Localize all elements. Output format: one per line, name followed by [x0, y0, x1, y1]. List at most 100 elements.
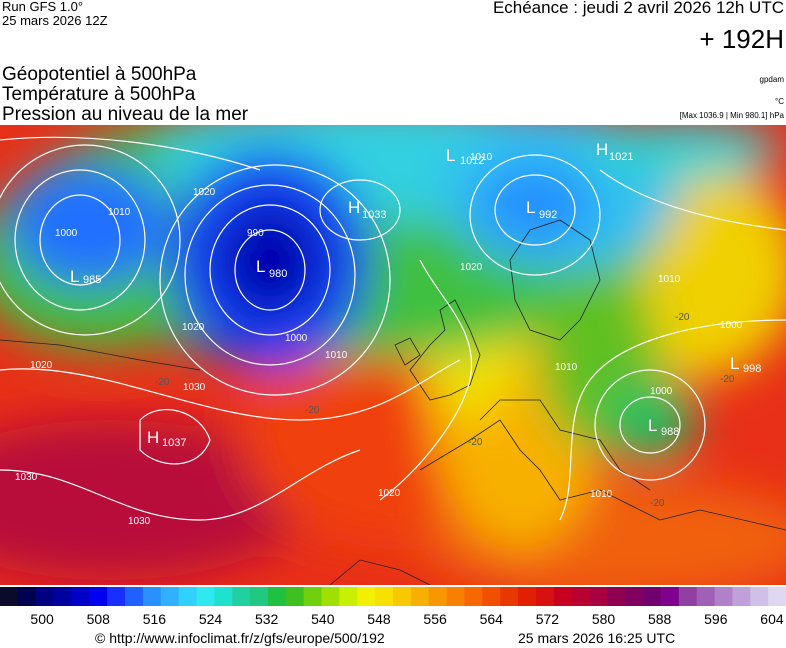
center-value: 1012 — [460, 155, 484, 167]
temperature-label: -20 — [305, 405, 320, 416]
colorbar-swatch — [732, 587, 751, 606]
isobar-label: 1030 — [128, 516, 151, 527]
colorbar-swatch — [267, 587, 287, 606]
center-value: 1033 — [362, 209, 386, 221]
colorbar-tick-label: 588 — [648, 611, 672, 627]
run-label: Run GFS 1.0° — [2, 0, 83, 14]
isobars — [0, 136, 786, 521]
field-name: Pression au niveau de la mer — [2, 104, 249, 125]
colorbar-swatch — [285, 587, 305, 606]
colorbar-swatch — [250, 587, 269, 606]
colorbar-swatch — [678, 587, 698, 606]
unit: °C — [775, 97, 784, 106]
colorbar-swatch — [500, 587, 519, 606]
isobar-label: 1000 — [55, 228, 78, 239]
colorbar-swatch — [589, 587, 608, 606]
isobar-label: 1020 — [182, 322, 205, 333]
temperature-label: -20 — [675, 312, 690, 323]
colorbar-swatch — [53, 587, 72, 606]
coastline — [0, 339, 201, 371]
isobar-label: 1010 — [325, 350, 348, 361]
colorbar-swatch — [107, 587, 126, 606]
run-date: 25 mars 2026 12Z — [2, 13, 108, 28]
coastline — [409, 299, 481, 401]
coastline — [329, 559, 431, 585]
colorbar-swatch — [17, 587, 37, 606]
isobar-label: 1010 — [658, 274, 681, 285]
colorbar-swatch — [196, 587, 215, 606]
unit: gpdam — [760, 75, 785, 84]
colorbar-swatch — [625, 587, 644, 606]
colorbar-tick-label: 572 — [536, 611, 560, 627]
center-letter: L — [648, 416, 657, 435]
isobar-label: 1000 — [285, 333, 308, 344]
isobar-label: 1020 — [378, 488, 401, 499]
temperature-label: -20 — [650, 498, 665, 509]
colorbar-swatch — [643, 587, 662, 606]
center-letter: L — [256, 257, 265, 276]
coastline — [509, 219, 601, 341]
coastline — [394, 337, 421, 366]
colorbar: 500 508 516 524 532 540 548 556 564 572 580 588 596 6… — [0, 587, 786, 627]
colorbar-swatch — [89, 587, 108, 606]
temperature-label: -20 — [155, 377, 170, 388]
colorbar-swatch — [339, 587, 358, 606]
colorbar-tick-label: 596 — [704, 611, 728, 627]
center-value: 985 — [83, 274, 101, 286]
map: L 985 L 980 H 1033 L 1012 L 992 H 1021 H… — [0, 125, 786, 585]
colorbar-swatch — [214, 587, 233, 606]
colorbar-tick-label: 508 — [87, 611, 111, 627]
center-letter: L — [446, 146, 455, 165]
colorbar-swatch — [232, 587, 251, 606]
colorbar-swatch — [410, 587, 430, 606]
field-name: Température à 500hPa — [2, 84, 196, 105]
colorbar-swatch — [142, 587, 162, 606]
temperature-label: -20 — [720, 374, 735, 385]
colorbar-swatch — [35, 587, 55, 606]
lead-time: + 192H — [699, 24, 784, 54]
isobar-label: 1010 — [108, 207, 131, 218]
temperature-label: -20 — [468, 437, 483, 448]
colorbar-tick-label: 516 — [143, 611, 167, 627]
colorbar-swatch — [71, 587, 90, 606]
temperature-labels: -20 -20 -20 -20 -20 -20 — [155, 312, 735, 509]
colorbar-tick-label: 580 — [592, 611, 616, 627]
colorbar-swatch — [482, 587, 501, 606]
colorbar-tick-label: 556 — [423, 611, 447, 627]
colorbar-tick-label: 500 — [30, 611, 54, 627]
colorbar-tick-label: 532 — [255, 611, 279, 627]
unit: [Max 1036.9 | Min 980.1] hPa — [680, 111, 785, 120]
colorbar-swatch — [535, 587, 555, 606]
center-value: 1037 — [162, 437, 186, 449]
center-value: 1021 — [609, 151, 633, 163]
colorbar-swatch — [696, 587, 716, 606]
isobar-label: 990 — [247, 228, 264, 239]
isobar-label: 1010 — [590, 489, 613, 500]
colorbar-swatch — [714, 587, 733, 606]
colorbar-tick-label: 548 — [367, 611, 391, 627]
coastline — [419, 419, 786, 531]
colorbar-swatch — [518, 587, 537, 606]
isobar-label: 1020 — [30, 360, 53, 371]
center-letter: H — [596, 140, 608, 159]
source: © http://www.infoclimat.fr/z/gfs/europe/… — [95, 630, 385, 646]
center-letter: L — [730, 354, 739, 373]
isobar-label: 1000 — [720, 320, 743, 331]
colorbar-swatch — [357, 587, 376, 606]
generated-time: 25 mars 2026 16:25 UTC — [518, 630, 675, 646]
isobar-labels: 1010 1000 990 1020 1030 1000 1010 1020 1… — [15, 152, 743, 527]
colorbar-swatch — [553, 587, 573, 606]
colorbar-swatch — [571, 587, 590, 606]
center-letter: L — [526, 198, 535, 217]
center-letter: L — [70, 267, 79, 286]
isobar-label: 1010 — [555, 362, 578, 373]
colorbar-swatch — [321, 587, 340, 606]
center-value: 998 — [743, 363, 761, 375]
colorbar-swatch — [160, 587, 180, 606]
center-value: 980 — [269, 268, 287, 280]
colorbar-swatch — [393, 587, 412, 606]
colorbar-swatch — [446, 587, 465, 606]
colorbar-tick-label: 524 — [199, 611, 223, 627]
